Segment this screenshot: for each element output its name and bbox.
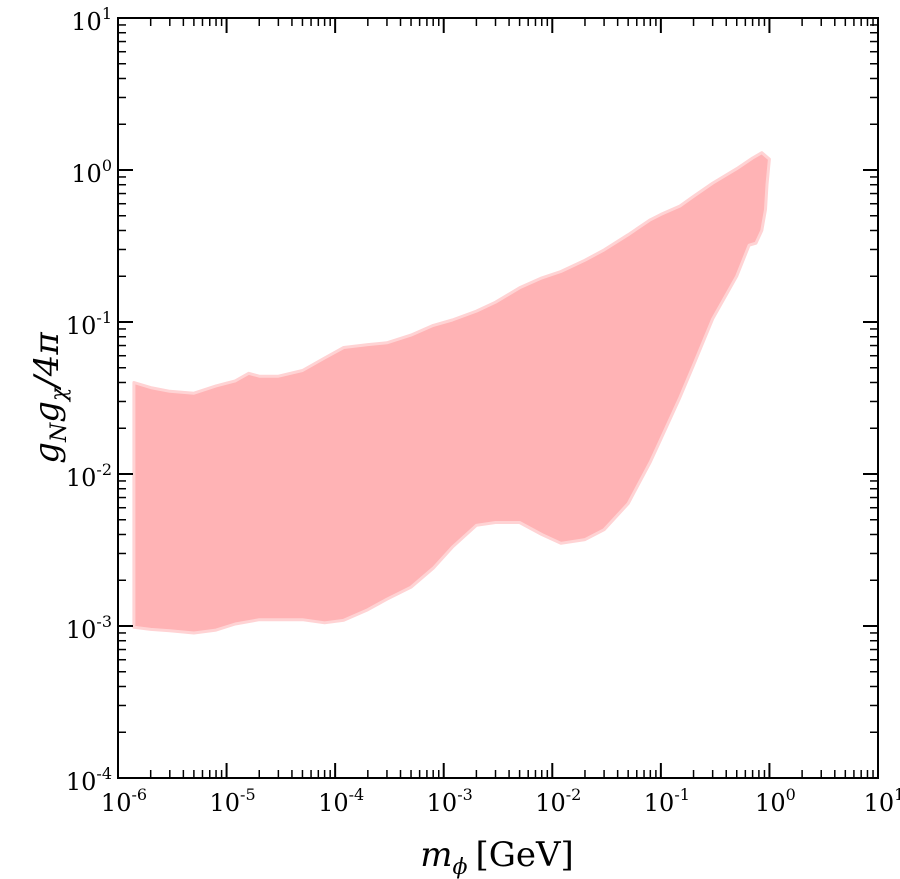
- y-tick-label: 10-2: [66, 460, 112, 492]
- y-tick-label: 10-1: [66, 308, 112, 340]
- x-tick-label: 10-5: [210, 785, 256, 817]
- x-tick-label: 10-4: [318, 785, 364, 817]
- x-tick-label: 10-1: [644, 785, 690, 817]
- y-tick-label: 101: [71, 4, 112, 36]
- x-tick-label: 10-2: [535, 785, 581, 817]
- y-axis-title: gNgχ/4π: [27, 332, 72, 464]
- y-tick-label: 10-3: [66, 612, 112, 644]
- plot-frame: [117, 17, 879, 779]
- y-tick-label: 10-4: [66, 764, 112, 796]
- x-tick-label: 10-6: [101, 785, 147, 817]
- x-tick-label: 10-3: [427, 785, 473, 817]
- y-tick-label: 100: [71, 156, 112, 188]
- x-tick-label: 100: [755, 785, 796, 817]
- region-layer: [132, 151, 771, 635]
- x-axis-title: mϕ [GeV]: [420, 835, 574, 879]
- x-tick-label: 101: [864, 785, 900, 817]
- label-layer: 10-6 10-5 10-4 10-3 10-2 10-1 100 101 10-4 10-3 10…: [66, 4, 900, 817]
- excluded-region: [132, 151, 771, 635]
